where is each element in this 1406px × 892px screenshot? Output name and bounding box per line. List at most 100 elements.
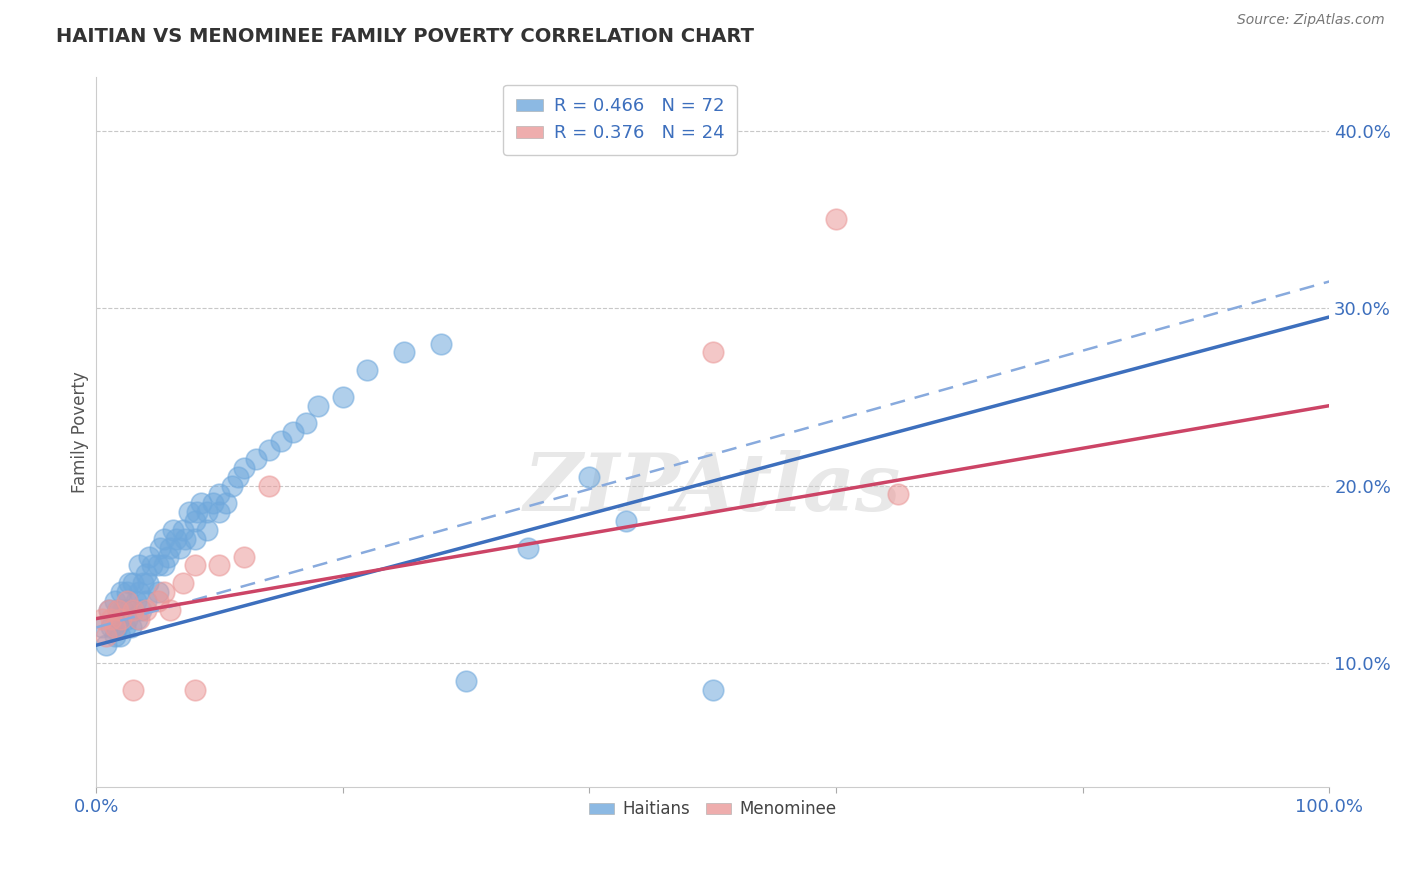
Point (195, 523, 218, 537)
Point (221, 478, 243, 492)
Point (214, 496, 236, 510)
Point (117, 603, 139, 617)
Point (356, 363, 378, 377)
Point (332, 390, 354, 404)
Point (129, 603, 152, 617)
Point (172, 576, 194, 591)
Point (146, 558, 169, 573)
Point (159, 603, 181, 617)
Point (394, 345, 416, 359)
Point (136, 576, 159, 591)
Point (202, 496, 225, 510)
Point (138, 549, 160, 564)
Point (124, 594, 146, 608)
Point (208, 558, 231, 573)
Point (94, 629, 117, 643)
Point (177, 505, 200, 519)
Point (107, 603, 129, 617)
Point (97, 603, 120, 617)
Point (165, 532, 187, 546)
Point (184, 558, 207, 573)
Point (295, 417, 318, 431)
Text: Source: ZipAtlas.com: Source: ZipAtlas.com (1237, 13, 1385, 28)
Point (616, 514, 638, 528)
Point (146, 585, 169, 599)
Point (153, 532, 176, 546)
Point (184, 532, 207, 546)
Point (190, 496, 212, 510)
Point (104, 629, 127, 643)
Point (257, 478, 280, 492)
Point (208, 505, 231, 519)
Point (149, 541, 172, 555)
Point (172, 523, 194, 537)
Y-axis label: Family Poverty: Family Poverty (72, 371, 89, 493)
Point (114, 620, 136, 634)
Point (283, 425, 305, 440)
Point (153, 558, 176, 573)
Point (122, 603, 145, 617)
Point (825, 212, 848, 227)
Point (115, 585, 138, 599)
Point (307, 399, 329, 413)
Point (128, 585, 150, 599)
Point (174, 532, 197, 546)
Point (702, 345, 724, 359)
Point (159, 541, 181, 555)
Point (132, 576, 155, 591)
Point (100, 620, 122, 634)
Point (702, 682, 724, 697)
Point (134, 567, 156, 582)
Point (233, 460, 256, 475)
Point (578, 469, 600, 483)
Point (112, 603, 135, 617)
Point (184, 682, 207, 697)
Point (108, 629, 131, 643)
Text: ZIPAtlas: ZIPAtlas (524, 450, 901, 528)
Point (257, 443, 280, 458)
Point (120, 620, 142, 634)
Point (110, 612, 132, 626)
Point (100, 612, 122, 626)
Point (156, 549, 179, 564)
Point (141, 558, 163, 573)
Point (94, 638, 117, 652)
Point (195, 505, 218, 519)
Point (128, 612, 150, 626)
Point (456, 673, 478, 688)
Point (153, 585, 176, 599)
Point (208, 487, 231, 501)
Point (91, 612, 114, 626)
Point (115, 612, 138, 626)
Point (162, 523, 184, 537)
Point (104, 594, 127, 608)
Point (122, 603, 145, 617)
Point (122, 682, 145, 697)
Point (110, 612, 132, 626)
Point (886, 487, 908, 501)
Text: HAITIAN VS MENOMINEE FAMILY POVERTY CORRELATION CHART: HAITIAN VS MENOMINEE FAMILY POVERTY CORR… (56, 27, 754, 45)
Point (184, 514, 207, 528)
Point (186, 505, 208, 519)
Point (125, 612, 148, 626)
Point (122, 576, 145, 591)
Point (107, 603, 129, 617)
Point (226, 469, 249, 483)
Point (134, 603, 156, 617)
Point (104, 620, 127, 634)
Point (233, 549, 256, 564)
Point (91, 620, 114, 634)
Point (110, 585, 132, 599)
Point (134, 594, 156, 608)
Point (115, 594, 138, 608)
Point (97, 603, 120, 617)
Point (516, 541, 538, 555)
Point (169, 541, 191, 555)
Point (270, 434, 292, 449)
Legend: Haitians, Menominee: Haitians, Menominee (582, 794, 844, 825)
Point (430, 336, 453, 351)
Point (245, 451, 267, 466)
Point (146, 594, 169, 608)
Point (118, 576, 141, 591)
Point (128, 558, 150, 573)
